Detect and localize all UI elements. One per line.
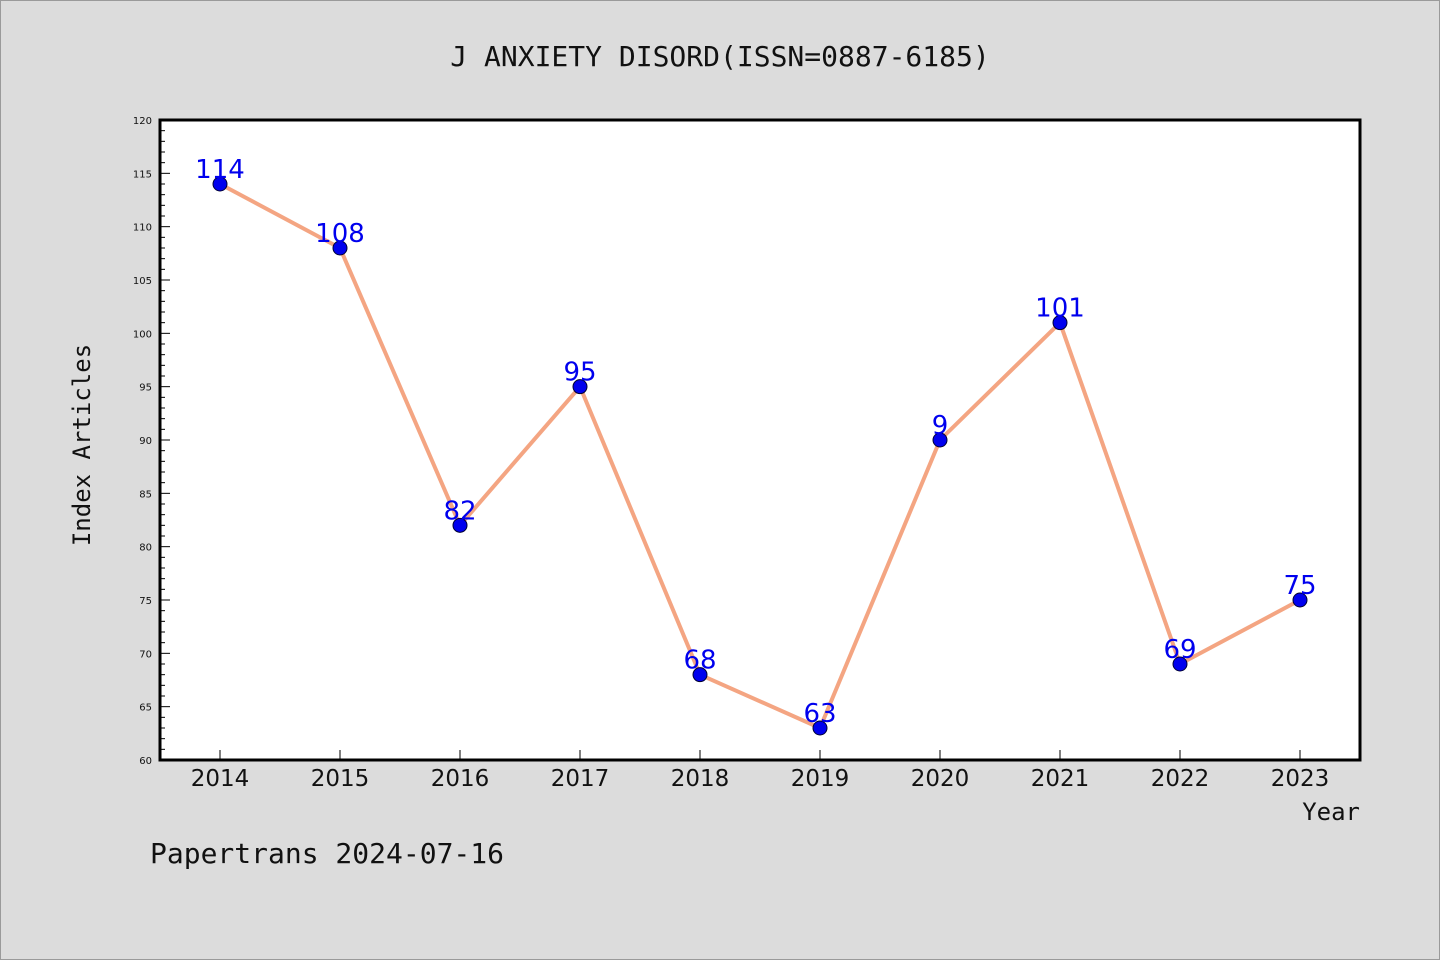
plot-area: [160, 120, 1360, 760]
x-tick-label: 2021: [1031, 766, 1090, 792]
data-label: 68: [683, 646, 716, 676]
data-point: [452, 517, 468, 533]
series-line: [219, 182, 1301, 730]
footer-credit: Papertrans 2024-07-16: [150, 837, 504, 870]
data-point: [212, 176, 228, 192]
data-point: [932, 432, 948, 448]
data-point: [1172, 656, 1188, 672]
y-tick-label: 95: [139, 383, 152, 394]
y-axis-label: Index Articles: [68, 344, 96, 546]
y-tick-label: 120: [133, 116, 152, 127]
y-tick-label: 90: [139, 436, 152, 447]
data-label: 9: [932, 411, 949, 441]
y-axis-ticks: 60 65 70 75 80 85 90 95 100 105 110 115 120: [133, 116, 170, 767]
x-tick-label: 2014: [191, 766, 250, 792]
data-point: [812, 720, 828, 736]
x-tick-label: 2017: [551, 766, 610, 792]
data-point: [1052, 315, 1068, 331]
y-tick-label: 75: [139, 596, 152, 607]
data-label: 108: [315, 219, 365, 249]
data-label: 95: [563, 358, 596, 388]
y-tick-label: 105: [133, 276, 152, 287]
x-tick-label: 2018: [671, 766, 730, 792]
plot-border: [158, 118, 1362, 762]
y-tick-label: 100: [133, 329, 152, 340]
x-axis-label: Year: [1302, 798, 1360, 826]
data-label: 63: [803, 699, 836, 729]
y-tick-label: 110: [133, 223, 152, 234]
y-tick-label: 85: [139, 489, 152, 500]
data-label: 75: [1283, 571, 1316, 601]
data-label: 114: [195, 155, 245, 185]
y-tick-label: 70: [139, 649, 152, 660]
data-point: [692, 667, 708, 683]
x-tick-label: 2019: [791, 766, 850, 792]
data-points: [212, 176, 1308, 736]
y-tick-label: 65: [139, 703, 152, 714]
data-point: [572, 379, 588, 395]
data-point: [1292, 592, 1308, 608]
x-axis-ticks: 2014 2015 2016 2017 2018 2019 2020 2021 2022 2023: [191, 750, 1330, 792]
x-tick-label: 2015: [311, 766, 370, 792]
data-label: 69: [1163, 635, 1196, 665]
x-tick-label: 2023: [1271, 766, 1330, 792]
data-label: 82: [443, 496, 476, 526]
y-tick-label: 60: [139, 756, 152, 767]
x-tick-label: 2022: [1151, 766, 1210, 792]
data-point: [332, 240, 348, 256]
chart-title: J ANXIETY DISORD(ISSN=0887-6185): [450, 40, 989, 73]
x-tick-label: 2016: [431, 766, 490, 792]
y-tick-label: 115: [133, 169, 152, 180]
data-labels: 114 108 82 95 68 63 9 101 69 75: [195, 155, 1316, 729]
y-tick-label: 80: [139, 543, 152, 554]
data-label: 101: [1035, 294, 1085, 324]
x-tick-label: 2020: [911, 766, 970, 792]
